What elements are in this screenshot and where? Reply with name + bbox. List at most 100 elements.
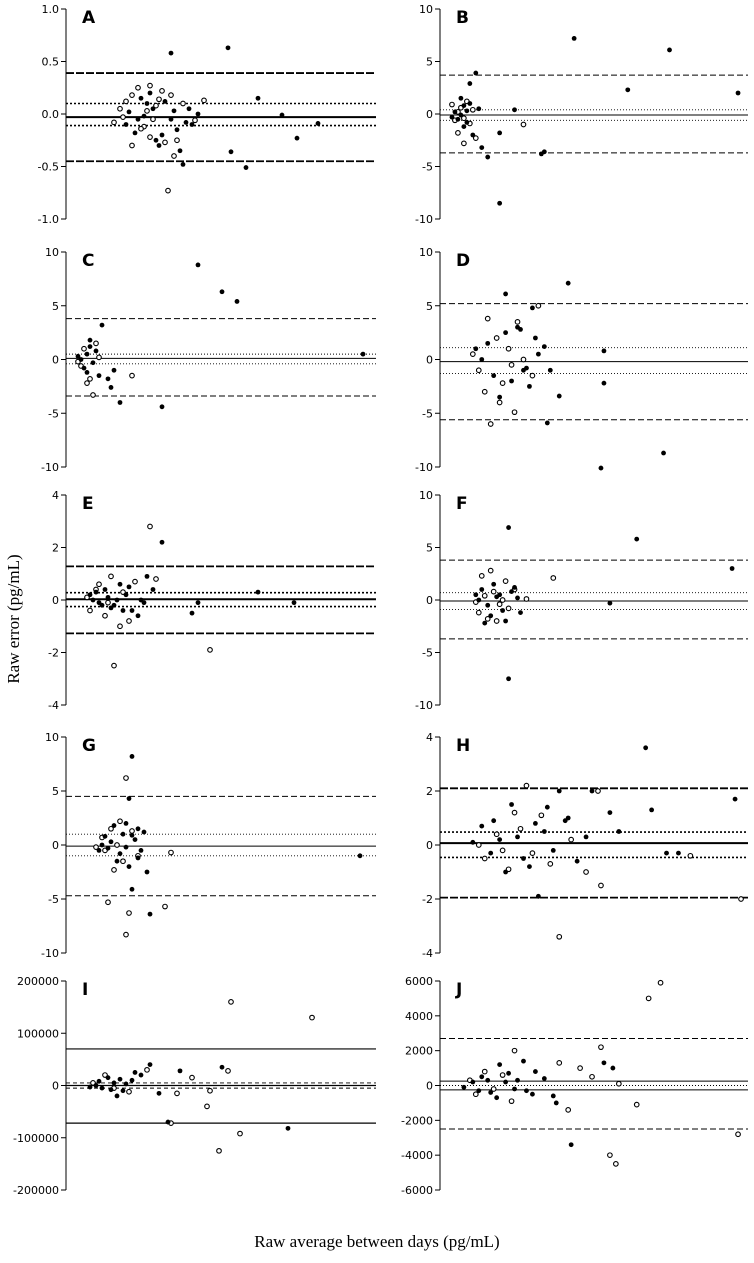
open-point bbox=[565, 1107, 572, 1113]
filled-point bbox=[99, 322, 105, 328]
open-point bbox=[490, 1086, 497, 1092]
panel-g: -10 -5 0 5 10 G bbox=[41, 731, 376, 960]
filled-point bbox=[360, 351, 366, 357]
open-point bbox=[481, 1068, 488, 1075]
open-point bbox=[93, 340, 99, 347]
filled-point bbox=[473, 592, 479, 598]
filled-point bbox=[183, 120, 189, 125]
filled-point bbox=[544, 804, 550, 810]
filled-point bbox=[123, 844, 129, 850]
filled-point bbox=[509, 378, 514, 384]
filled-point bbox=[96, 848, 102, 853]
filled-point bbox=[81, 365, 87, 371]
filled-point bbox=[108, 605, 114, 611]
filled-point bbox=[126, 109, 132, 115]
open-point bbox=[207, 1087, 213, 1094]
filled-point bbox=[177, 148, 183, 154]
filled-point bbox=[147, 911, 153, 917]
filled-point bbox=[150, 106, 156, 112]
y-tick-label: 0 bbox=[426, 839, 433, 852]
filled-point bbox=[93, 348, 99, 354]
open-point bbox=[156, 96, 162, 103]
filled-point bbox=[509, 589, 514, 594]
open-point bbox=[174, 137, 180, 144]
open-point bbox=[493, 335, 500, 341]
y-tick-label: 5 bbox=[426, 56, 433, 69]
y-tick-label: 10 bbox=[419, 3, 433, 16]
filled-point bbox=[156, 1090, 162, 1096]
filled-point bbox=[168, 50, 174, 56]
filled-point bbox=[729, 566, 735, 571]
filled-point bbox=[93, 1083, 99, 1088]
filled-point bbox=[607, 810, 613, 815]
filled-point bbox=[467, 101, 473, 106]
filled-point bbox=[123, 1081, 129, 1087]
filled-point bbox=[455, 116, 461, 122]
open-point bbox=[657, 979, 664, 986]
open-point bbox=[505, 605, 512, 612]
filled-point bbox=[491, 818, 497, 824]
y-tick-label: -5 bbox=[422, 407, 433, 420]
open-point bbox=[168, 92, 174, 98]
filled-point bbox=[485, 340, 491, 346]
open-point bbox=[135, 84, 141, 91]
filled-point bbox=[476, 597, 482, 603]
filled-point bbox=[452, 109, 458, 115]
open-point bbox=[455, 130, 461, 136]
open-point bbox=[144, 1066, 150, 1073]
open-point bbox=[129, 92, 135, 98]
y-tick-label: -200000 bbox=[13, 1184, 59, 1197]
filled-point bbox=[147, 90, 153, 96]
panel-letter: D bbox=[456, 251, 470, 271]
filled-point bbox=[108, 385, 114, 390]
filled-point bbox=[225, 45, 231, 51]
filled-point bbox=[189, 610, 195, 616]
y-tick-label: 0 bbox=[426, 354, 433, 367]
y-tick-label: 2 bbox=[52, 542, 59, 555]
filled-point bbox=[90, 597, 96, 603]
open-point bbox=[496, 399, 503, 406]
filled-point bbox=[464, 108, 470, 114]
filled-point bbox=[129, 754, 135, 759]
filled-point bbox=[84, 351, 90, 357]
y-tick-label: -4 bbox=[48, 699, 59, 712]
open-point bbox=[461, 115, 467, 122]
open-point bbox=[207, 647, 213, 653]
panel-d: -10 -5 0 5 10 D bbox=[415, 246, 748, 474]
filled-point bbox=[676, 850, 681, 856]
filled-point bbox=[503, 618, 508, 624]
open-point bbox=[126, 910, 132, 916]
filled-point bbox=[132, 1070, 138, 1075]
filled-point bbox=[255, 589, 261, 595]
open-point bbox=[123, 931, 129, 938]
y-tick-label: 200000 bbox=[17, 975, 59, 988]
y-tick-label: 4 bbox=[52, 489, 59, 502]
y-tick-label: 10 bbox=[419, 489, 433, 502]
filled-point bbox=[530, 305, 535, 311]
filled-point bbox=[461, 124, 467, 129]
filled-point bbox=[497, 130, 503, 136]
filled-point bbox=[138, 1072, 144, 1078]
filled-point bbox=[491, 581, 497, 587]
y-tick-label: -10 bbox=[415, 461, 433, 474]
open-point bbox=[168, 849, 174, 856]
open-point bbox=[508, 1098, 515, 1105]
filled-point bbox=[135, 855, 141, 861]
filled-point bbox=[527, 864, 532, 869]
y-tick-label: -2000 bbox=[401, 1114, 433, 1127]
filled-point bbox=[544, 420, 550, 426]
filled-point bbox=[93, 589, 99, 595]
open-point bbox=[481, 592, 488, 599]
filled-point bbox=[243, 165, 249, 170]
x-axis-title: Raw average between days (pg/mL) bbox=[254, 1232, 500, 1251]
open-point bbox=[105, 599, 111, 606]
open-point bbox=[508, 362, 515, 368]
filled-point bbox=[159, 404, 165, 410]
filled-point bbox=[470, 132, 476, 138]
filled-point bbox=[503, 330, 508, 336]
open-point bbox=[111, 866, 117, 873]
filled-point bbox=[105, 1075, 111, 1081]
open-point bbox=[514, 319, 521, 325]
filled-point bbox=[141, 600, 147, 606]
filled-point bbox=[601, 1060, 607, 1066]
